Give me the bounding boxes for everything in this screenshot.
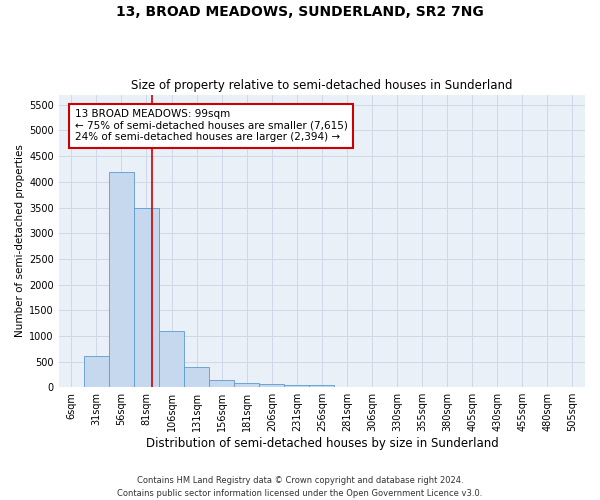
- Bar: [84, 356, 109, 387]
- X-axis label: Distribution of semi-detached houses by size in Sunderland: Distribution of semi-detached houses by …: [146, 437, 498, 450]
- Bar: [234, 383, 259, 387]
- Bar: [310, 384, 334, 387]
- Title: Size of property relative to semi-detached houses in Sunderland: Size of property relative to semi-detach…: [131, 79, 512, 92]
- Bar: [284, 384, 310, 387]
- Bar: [134, 208, 159, 387]
- Bar: [259, 384, 284, 387]
- Text: 13 BROAD MEADOWS: 99sqm
← 75% of semi-detached houses are smaller (7,615)
24% of: 13 BROAD MEADOWS: 99sqm ← 75% of semi-de…: [74, 109, 347, 142]
- Bar: [159, 330, 184, 387]
- Text: Contains HM Land Registry data © Crown copyright and database right 2024.
Contai: Contains HM Land Registry data © Crown c…: [118, 476, 482, 498]
- Bar: [209, 380, 234, 387]
- Text: 13, BROAD MEADOWS, SUNDERLAND, SR2 7NG: 13, BROAD MEADOWS, SUNDERLAND, SR2 7NG: [116, 5, 484, 19]
- Bar: [109, 172, 134, 387]
- Bar: [184, 366, 209, 387]
- Y-axis label: Number of semi-detached properties: Number of semi-detached properties: [15, 144, 25, 338]
